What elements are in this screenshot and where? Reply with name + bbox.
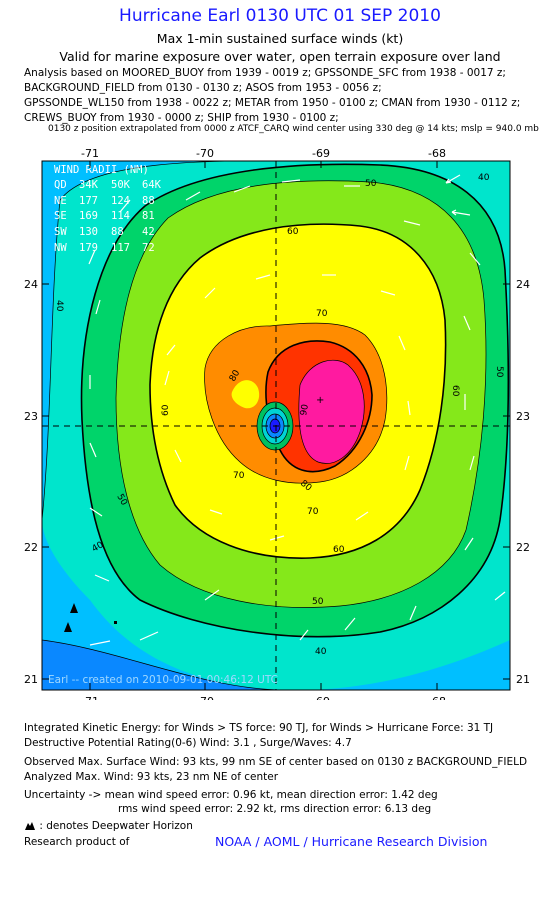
wind-radii-value: 169 [79,210,98,222]
far-field-region [42,640,280,690]
wind-radii-header-34k: 34K [79,179,99,191]
contour-label: 50 [312,597,324,607]
contour-label: 50 [494,366,504,378]
chart-subtitle: Max 1-min sustained surface winds (kt) [156,31,404,46]
y-tick-label: 22 [24,541,38,554]
contour-label: 40 [54,300,64,312]
wind-radii-value: 81 [142,210,155,222]
y-tick-label: 21 [24,673,38,686]
y-tick-label: 22 [516,541,530,554]
wind-radii-value: 114 [111,210,130,222]
x-tick-label: -68 [428,695,446,700]
eyewall-gap [231,380,260,409]
contour-label: 50 [365,179,377,189]
analysis-line: Analysis based on MOORED_BUOY from 1939 … [24,67,506,79]
wind-field-map: + 50 40 60 70 80 90 70 80 70 60 50 40 40… [24,147,530,700]
contour-label: 70 [233,471,245,481]
wind-radii-value: 130 [79,226,98,238]
wind-radii-value: 179 [79,242,98,254]
analysis-line: GPSSONDE_WL150 from 1938 - 0022 z; METAR… [24,97,521,109]
analysis-line: CREWS_BUOY from 1930 - 0000 z; SHIP from… [24,112,339,124]
contour-label: 60 [161,404,171,416]
y-tick-label: 24 [24,278,38,291]
y-tick-label: 23 [24,410,38,423]
x-tick-label: -70 [196,695,214,700]
contour-label: 60 [287,227,299,237]
deepwater-horizon-icon [25,822,35,830]
wind-radii-header-50k: 50K [111,179,131,191]
chart-title: Hurricane Earl 0130 UTC 01 SEP 2010 [119,6,441,26]
x-tick-label: -68 [428,147,446,160]
noaa-credit: NOAA / AOML / Hurricane Research Divisio… [215,834,488,849]
wind-radii-title: WIND RADII (NM) [54,164,149,176]
wind-radii-header-qd: QD [54,179,67,191]
y-tick-label: 23 [516,410,530,423]
legend-line: : denotes Deepwater Horizon [24,820,193,832]
wind-vectors [88,174,506,646]
deepwater-horizon-markers [64,603,117,632]
y-axis-labels: 24 23 22 21 24 23 22 21 [24,278,530,686]
wind-radii-value: 88 [142,195,155,207]
wind-radii-quadrant: NW [54,242,67,254]
chart-subtitle-exposure: Valid for marine exposure over water, op… [59,49,501,64]
destructive-potential-line: Destructive Potential Rating(0-6) Wind: … [24,737,352,749]
contour-label: 90 [299,403,311,416]
analysis-line: BACKGROUND_FIELD from 0130 - 0130 z; ASO… [24,82,382,94]
wind-radii-value: 88 [111,226,124,238]
wind-core-region [298,360,365,464]
contour-lines-thin [42,161,487,690]
x-tick-label: -71 [81,695,99,700]
contour-label: 70 [307,507,319,517]
uncertainty-rms-line: rms wind speed error: 2.92 kt, rms direc… [118,803,432,815]
wind-radii-quadrant: NE [54,195,67,207]
research-label: Research product of [24,836,130,848]
ike-line: Integrated Kinetic Energy: for Winds > T… [24,722,494,734]
wind-radii-quadrant: SW [54,226,67,238]
axis-ticks [42,161,510,690]
wind-radii-value: 72 [142,242,155,254]
contour-label: 60 [333,545,345,555]
wind-radii-table: WIND RADII (NM) QD 34K 50K 64K NE 177 12… [54,164,162,254]
y-tick-label: 24 [516,278,530,291]
x-tick-label: -70 [196,147,214,160]
wind-radii-quadrant: SE [54,210,67,222]
wind-radii-value: 124 [111,195,130,207]
wind-radii-header-64k: 64K [142,179,162,191]
contour-label: 70 [316,309,328,319]
center-crosshair [42,161,510,690]
observed-max-wind-line: Observed Max. Surface Wind: 93 kts, 99 n… [24,756,528,768]
wind-radii-value: 42 [142,226,155,238]
wind-radii-value: 117 [111,242,130,254]
x-axis-labels: -71 -70 -69 -68 -71 -70 -69 -68 [81,147,446,700]
contour-label: 40 [315,647,327,657]
created-timestamp: Earl -- created on 2010-09-01 00:46:12 U… [48,674,278,686]
x-tick-label: -69 [312,147,330,160]
contour-label: 60 [450,385,460,397]
max-wind-marker: + [316,395,324,406]
analysis-sources: Analysis based on MOORED_BUOY from 1939 … [24,66,520,126]
x-tick-label: -71 [81,147,99,160]
y-tick-label: 21 [516,673,530,686]
contour-label: 40 [478,173,490,183]
uncertainty-mean-line: Uncertainty -> mean wind speed error: 0.… [24,789,438,801]
analyzed-max-wind-line: Analyzed Max. Wind: 93 kts, 23 nm NE of … [24,771,279,783]
plot-frame [41,160,511,691]
x-tick-label: -69 [312,695,330,700]
wind-radii-value: 177 [79,195,98,207]
legend-text: : denotes Deepwater Horizon [39,820,193,832]
position-note: 0130 z position extrapolated from 0000 z… [48,124,539,134]
